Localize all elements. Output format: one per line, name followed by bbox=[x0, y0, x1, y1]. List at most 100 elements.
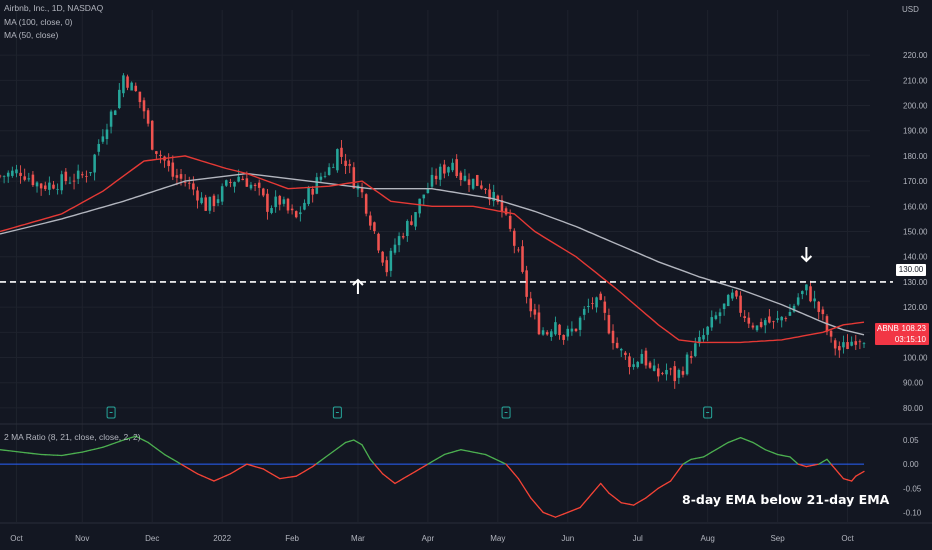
candle-body bbox=[475, 175, 479, 186]
y-tick-label: 130.00 bbox=[903, 278, 928, 287]
candle-body bbox=[187, 182, 191, 184]
ratio-segment bbox=[686, 458, 692, 463]
ratio-segment bbox=[295, 473, 301, 477]
x-tick-label: Feb bbox=[285, 534, 299, 543]
ratio-segment bbox=[497, 459, 503, 463]
ratio-segment bbox=[419, 465, 425, 470]
candle-body bbox=[796, 297, 800, 305]
ratio-segment bbox=[554, 514, 561, 518]
candle-body bbox=[743, 316, 746, 319]
ratio-segment bbox=[493, 457, 499, 461]
ratio-segment bbox=[209, 478, 215, 482]
candle-body bbox=[508, 215, 512, 229]
candle-body bbox=[266, 193, 269, 212]
candle-body bbox=[134, 85, 138, 92]
chart-title: Airbnb, Inc., 1D, NASDAQ bbox=[4, 3, 104, 13]
ratio-segment bbox=[217, 476, 223, 480]
ratio-segment bbox=[632, 502, 639, 506]
candle-body bbox=[327, 167, 331, 175]
x-tick-label: May bbox=[490, 534, 505, 543]
candle-body bbox=[0, 175, 2, 177]
indicator-tick-label: 0.05 bbox=[903, 436, 919, 445]
candle-body bbox=[171, 162, 175, 177]
candle-body bbox=[373, 222, 376, 232]
ratio-segment bbox=[534, 502, 540, 509]
candle-body bbox=[381, 251, 384, 263]
ratio-segment bbox=[744, 438, 750, 442]
candle-body bbox=[788, 311, 792, 316]
ratio-segment bbox=[398, 477, 404, 482]
candle-body bbox=[451, 162, 454, 171]
candle-body bbox=[64, 171, 68, 182]
candle-body bbox=[731, 292, 734, 299]
ratio-segment bbox=[410, 470, 417, 475]
candle-body bbox=[500, 200, 504, 212]
ratio-segment bbox=[196, 473, 203, 477]
ratio-segment bbox=[723, 441, 729, 446]
candle-body bbox=[739, 295, 742, 313]
candle-body bbox=[533, 309, 537, 315]
candle-body bbox=[694, 343, 697, 357]
ratio-segment bbox=[480, 453, 487, 456]
candle-body bbox=[714, 315, 718, 319]
ratio-segment bbox=[250, 464, 256, 468]
candle-body bbox=[196, 190, 199, 201]
candle-body bbox=[278, 195, 282, 205]
ratio-segment bbox=[776, 453, 783, 456]
candle-body bbox=[751, 325, 755, 328]
candle-body bbox=[23, 176, 26, 180]
candle-body bbox=[599, 293, 602, 300]
x-tick-label: Dec bbox=[145, 534, 159, 543]
candle-body bbox=[303, 202, 306, 210]
candle-body bbox=[262, 188, 265, 196]
ratio-segment bbox=[612, 495, 618, 501]
candle-body bbox=[838, 346, 841, 351]
candle-body bbox=[294, 211, 298, 218]
candle-body bbox=[521, 246, 524, 272]
ratio-segment bbox=[509, 468, 515, 475]
candle-body bbox=[829, 330, 833, 337]
candle-body bbox=[48, 182, 51, 190]
candle-body bbox=[661, 373, 664, 375]
candles bbox=[0, 73, 866, 389]
candle-body bbox=[352, 167, 356, 189]
candle-body bbox=[763, 320, 767, 326]
candle-body bbox=[689, 356, 693, 358]
candle-body bbox=[85, 176, 88, 177]
ratio-segment bbox=[118, 439, 125, 443]
ratio-segment bbox=[406, 473, 413, 477]
candle-body bbox=[208, 196, 212, 211]
candle-body bbox=[591, 303, 594, 304]
ratio-segment bbox=[180, 463, 186, 468]
candle-body bbox=[484, 188, 487, 190]
ratio-segment bbox=[151, 444, 157, 450]
candle-body bbox=[628, 356, 631, 368]
candle-body bbox=[842, 342, 845, 348]
candle-body bbox=[270, 208, 273, 213]
ratio-segment bbox=[694, 457, 701, 460]
candle-body bbox=[722, 303, 726, 310]
candle-body bbox=[702, 335, 705, 340]
ratio-segment bbox=[233, 468, 240, 473]
candle-body bbox=[426, 188, 430, 194]
ratio-segment bbox=[851, 475, 857, 482]
ratio-segment bbox=[682, 461, 688, 465]
candle-body bbox=[179, 174, 183, 179]
x-tick-label: Oct bbox=[10, 534, 23, 543]
ratio-segment bbox=[813, 463, 820, 466]
y-tick-label: 180.00 bbox=[903, 152, 928, 161]
ratio-segment bbox=[591, 487, 598, 494]
candle-body bbox=[229, 182, 232, 184]
ratio-segment bbox=[447, 451, 454, 454]
ratio-segment bbox=[390, 479, 396, 485]
ratio-segment bbox=[316, 459, 322, 465]
ratio-segment bbox=[546, 513, 552, 517]
ratio-segment bbox=[456, 449, 462, 452]
ratio-segment bbox=[254, 465, 260, 469]
ratio-segment bbox=[93, 447, 100, 450]
ratio-segment bbox=[373, 463, 380, 470]
ratio-segment bbox=[402, 475, 408, 480]
y-tick-label: 120.00 bbox=[903, 303, 928, 312]
ratio-segment bbox=[155, 447, 162, 453]
ratio-segment bbox=[805, 465, 812, 468]
